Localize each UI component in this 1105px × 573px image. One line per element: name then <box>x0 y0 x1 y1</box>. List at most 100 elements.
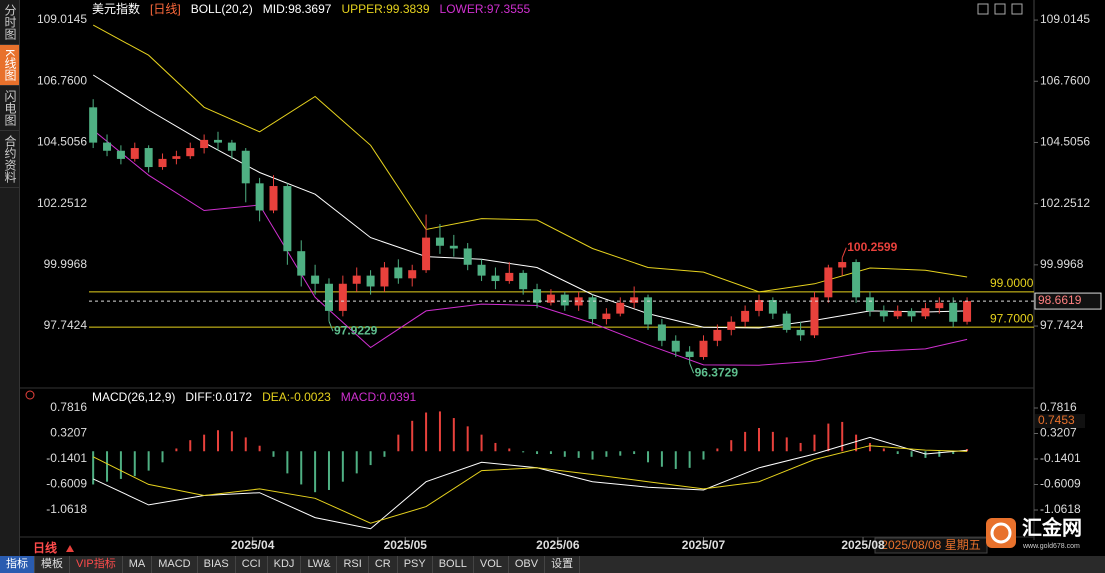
icon[interactable] <box>25 390 35 400</box>
candle-body <box>671 340 680 352</box>
candle-body <box>560 294 569 306</box>
header-label: 美元指数 <box>92 1 140 16</box>
candle-body <box>89 107 98 143</box>
candle-body <box>824 267 833 298</box>
annotation-label: 96.3729 <box>695 365 739 379</box>
indicator-line <box>92 24 968 293</box>
y-tick-label: 109.0145 <box>1040 12 1090 26</box>
indicator-line <box>92 74 968 329</box>
last-price-label: 98.6619 <box>1038 293 1082 307</box>
side-tab[interactable]: 合约资料 <box>0 131 19 189</box>
horizontal-line-label: 97.7000 <box>990 311 1034 325</box>
annotation-pointer <box>689 363 695 374</box>
candle-body <box>713 329 722 341</box>
candle-body <box>644 297 653 325</box>
candle-body <box>893 310 902 317</box>
candle-body <box>130 148 139 159</box>
candle-body <box>907 310 916 317</box>
y-tick-label: 106.7600 <box>1040 73 1090 87</box>
x-tick-label: 2025/07 <box>682 538 726 552</box>
candle-body <box>269 186 278 211</box>
candle-body <box>324 283 333 311</box>
candle-body <box>810 297 819 336</box>
toolbar-tab[interactable]: CR <box>369 556 398 573</box>
candle-body <box>394 267 403 279</box>
candle-body <box>949 302 958 322</box>
logo-icon <box>986 518 1016 548</box>
period-label[interactable]: 日线 <box>33 540 57 555</box>
candle-body <box>754 300 763 311</box>
y-tick-label: 97.7424 <box>1040 318 1084 332</box>
y-tick-label: 97.7424 <box>44 318 88 332</box>
toolbar-tab[interactable]: 指标 <box>0 556 35 573</box>
candle-body <box>768 300 777 314</box>
candle-body <box>408 270 417 279</box>
header-label: LOWER:97.3555 <box>440 2 531 16</box>
candle-body <box>186 148 195 157</box>
logo-mark <box>990 522 1012 544</box>
toolbar-tab[interactable]: KDJ <box>268 556 302 573</box>
toolbar-tab[interactable]: BOLL <box>433 556 474 573</box>
horizontal-line-label: 99.0000 <box>990 276 1034 290</box>
sidebar: 分时图 K线图 闪电图 合约资料 <box>0 0 20 556</box>
candle-body <box>338 283 347 311</box>
last-price-box <box>1034 292 1102 310</box>
candle-body <box>616 302 625 314</box>
icon[interactable] <box>977 3 989 15</box>
candle-body <box>657 324 666 341</box>
y-tick-label: 106.7600 <box>37 73 87 87</box>
y-tick-label: -0.1401 <box>1040 451 1081 465</box>
toolbar-tab[interactable]: PSY <box>398 556 433 573</box>
side-tab[interactable]: K线图 <box>0 45 19 87</box>
candle-body <box>255 183 264 211</box>
x-tick-label: 2025/04 <box>231 538 275 552</box>
y-tick-label: -1.0618 <box>46 502 87 516</box>
candle-body <box>366 275 375 287</box>
candle-body <box>380 267 389 287</box>
header-label: MID:98.3697 <box>263 2 332 16</box>
candle-body <box>477 264 486 276</box>
annotation-pointer <box>841 247 847 258</box>
annotation-pointer <box>328 320 334 332</box>
candle-body <box>921 308 930 317</box>
candle-body <box>963 301 972 322</box>
y-tick-label: -0.6009 <box>46 477 87 491</box>
candle-body <box>741 310 750 322</box>
icon[interactable] <box>1011 3 1023 15</box>
header-label: DEA:-0.0023 <box>262 390 331 404</box>
annotation-label: 100.2599 <box>847 240 897 254</box>
candle-body <box>782 313 791 330</box>
toolbar-tab[interactable]: VIP指标 <box>70 556 123 573</box>
candle-body <box>103 142 112 151</box>
toolbar-tab[interactable]: CCI <box>236 556 268 573</box>
icon[interactable] <box>994 3 1006 15</box>
toolbar-tab[interactable]: LW& <box>301 556 338 573</box>
toolbar-tab[interactable]: MACD <box>152 556 198 573</box>
toolbar-tab[interactable]: 模板 <box>35 556 70 573</box>
y-tick-label: 102.2512 <box>37 196 87 210</box>
y-tick-label: 0.7816 <box>1040 400 1077 414</box>
indicator-line <box>92 129 968 366</box>
x-tick-label: 2025/06 <box>536 538 580 552</box>
candle-body <box>852 262 861 298</box>
x-tick-label: 2025/08 <box>841 538 885 552</box>
y-tick-label: 104.5056 <box>37 135 87 149</box>
candle-body <box>588 297 597 320</box>
toolbar-tab[interactable]: VOL <box>474 556 509 573</box>
toolbar-tab[interactable]: OBV <box>509 556 546 573</box>
side-tab[interactable]: 闪电图 <box>0 86 19 132</box>
toolbar-tab[interactable]: BIAS <box>198 556 236 573</box>
icon[interactable] <box>66 545 74 552</box>
y-tick-label: -1.0618 <box>1040 502 1081 516</box>
logo-name: 汇金网 <box>1022 515 1082 539</box>
annotation-label: 97.9229 <box>334 323 378 337</box>
toolbar-tab[interactable]: MA <box>123 556 153 573</box>
candle-body <box>727 321 736 330</box>
toolbar-tab[interactable]: 设置 <box>545 556 581 573</box>
side-tab[interactable]: 分时图 <box>0 0 19 45</box>
candle-body <box>533 289 542 303</box>
value-marker <box>1035 414 1085 429</box>
y-tick-label: 99.9968 <box>44 257 88 271</box>
toolbar-tab[interactable]: RSI <box>337 556 369 573</box>
